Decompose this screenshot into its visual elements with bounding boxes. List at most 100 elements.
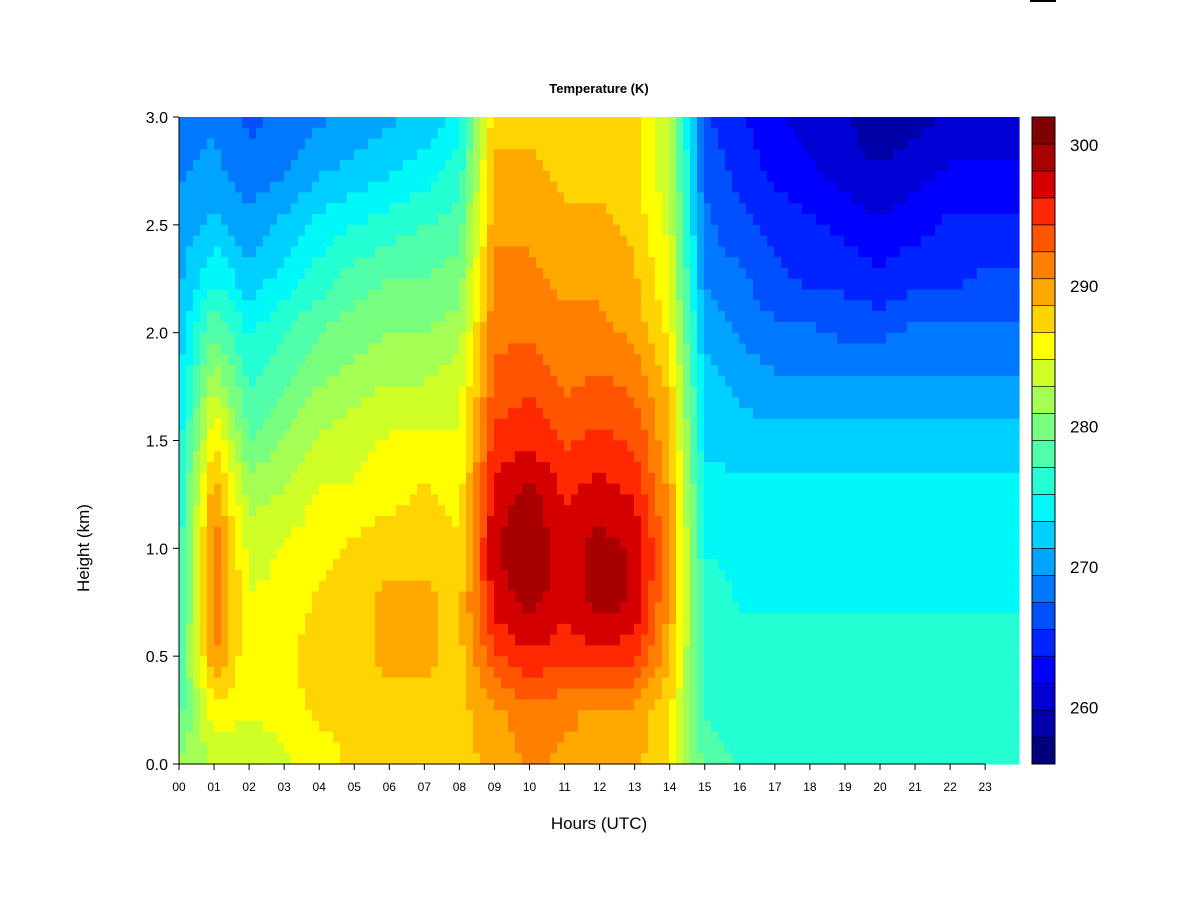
heatmap-cell (725, 235, 733, 247)
heatmap-cell (606, 235, 614, 247)
heatmap-cell (662, 192, 670, 204)
heatmap-cell (403, 710, 411, 722)
heatmap-cell (431, 537, 439, 549)
heatmap-cell (536, 429, 544, 442)
heatmap-cell (669, 332, 677, 345)
heatmap-cell (648, 418, 656, 431)
heatmap-cell (508, 742, 516, 754)
heatmap-cell (431, 548, 439, 560)
heatmap-cell (410, 181, 418, 194)
heatmap-cell (494, 559, 502, 571)
heatmap-cell (746, 375, 754, 388)
heatmap-cell (501, 181, 509, 194)
heatmap-cell (641, 569, 649, 582)
heatmap-cell (753, 235, 761, 247)
heatmap-cell (501, 149, 509, 161)
heatmap-cell (221, 160, 229, 172)
heatmap-cell (270, 645, 278, 657)
heatmap-cell (473, 257, 481, 269)
heatmap-cell (221, 192, 229, 204)
heatmap-cell (228, 181, 236, 194)
heatmap-cell (445, 505, 453, 517)
heatmap-cell (424, 515, 432, 528)
heatmap-cell (193, 418, 201, 431)
heatmap-cell (473, 408, 481, 420)
heatmap-cell (361, 699, 369, 711)
heatmap-cell (557, 267, 565, 280)
heatmap-cell (438, 753, 446, 765)
heatmap-cell (452, 289, 460, 301)
heatmap-cell (207, 440, 215, 452)
heatmap-cell (522, 720, 530, 733)
heatmap-cell (627, 386, 635, 398)
heatmap-cell (585, 699, 593, 711)
heatmap-cell (669, 742, 677, 754)
heatmap-cell (746, 666, 754, 679)
heatmap-cell (543, 321, 551, 334)
heatmap-cell (669, 429, 677, 442)
heatmap-cell (746, 192, 754, 204)
heatmap-cell (389, 634, 397, 646)
heatmap-cell (249, 429, 257, 442)
heatmap-cell (361, 505, 369, 517)
heatmap-cell (669, 591, 677, 603)
heatmap-cell (739, 214, 747, 226)
heatmap-cell (578, 386, 586, 398)
heatmap-cell (312, 397, 320, 409)
heatmap-cell (739, 472, 747, 485)
heatmap-cell (760, 149, 768, 161)
heatmap-cell (242, 289, 250, 301)
heatmap-cell (347, 429, 355, 442)
heatmap-cell (683, 224, 691, 237)
heatmap-cell (711, 710, 719, 722)
heatmap-cell (221, 397, 229, 409)
heatmap-cell (389, 160, 397, 172)
heatmap-cell (711, 418, 719, 431)
heatmap-cell (494, 365, 502, 377)
heatmap-cell (326, 149, 334, 161)
heatmap-cell (445, 267, 453, 280)
heatmap-cell (459, 699, 467, 711)
heatmap-cell (186, 311, 194, 323)
heatmap-cell (333, 365, 341, 377)
heatmap-cell (620, 440, 628, 452)
heatmap-cell (564, 548, 572, 560)
heatmap-cell (452, 753, 460, 765)
heatmap-cell (207, 569, 215, 582)
heatmap-cell (515, 321, 523, 334)
heatmap-cell (319, 483, 327, 496)
heatmap-cell (305, 472, 313, 485)
heatmap-cell (221, 365, 229, 377)
heatmap-cell (410, 365, 418, 377)
heatmap-cell (298, 720, 306, 733)
heatmap-cell (382, 224, 390, 237)
heatmap-cell (354, 149, 362, 161)
heatmap-cell (305, 386, 313, 398)
heatmap-cell (732, 537, 740, 549)
heatmap-cell (501, 526, 509, 539)
heatmap-cell (347, 720, 355, 733)
heatmap-cell (606, 515, 614, 528)
heatmap-cell (662, 537, 670, 549)
heatmap-cell (753, 203, 761, 215)
heatmap-cell (340, 192, 348, 204)
heatmap-cell (186, 375, 194, 388)
heatmap-cell (480, 386, 488, 398)
heatmap-cell (515, 451, 523, 463)
heatmap-cell (480, 235, 488, 247)
heatmap-cell (179, 494, 187, 506)
heatmap-cell (438, 117, 446, 129)
heatmap-cell (753, 720, 761, 733)
heatmap-cell (494, 613, 502, 625)
heatmap-cell (669, 623, 677, 636)
heatmap-cell (340, 127, 348, 140)
heatmap-cell (480, 483, 488, 496)
heatmap-cell (564, 257, 572, 269)
heatmap-cell (585, 235, 593, 247)
heatmap-cell (305, 170, 313, 183)
heatmap-cell (431, 300, 439, 312)
heatmap-cell (368, 537, 376, 549)
heatmap-cell (445, 472, 453, 485)
heatmap-cell (585, 160, 593, 172)
heatmap-cell (263, 623, 271, 636)
